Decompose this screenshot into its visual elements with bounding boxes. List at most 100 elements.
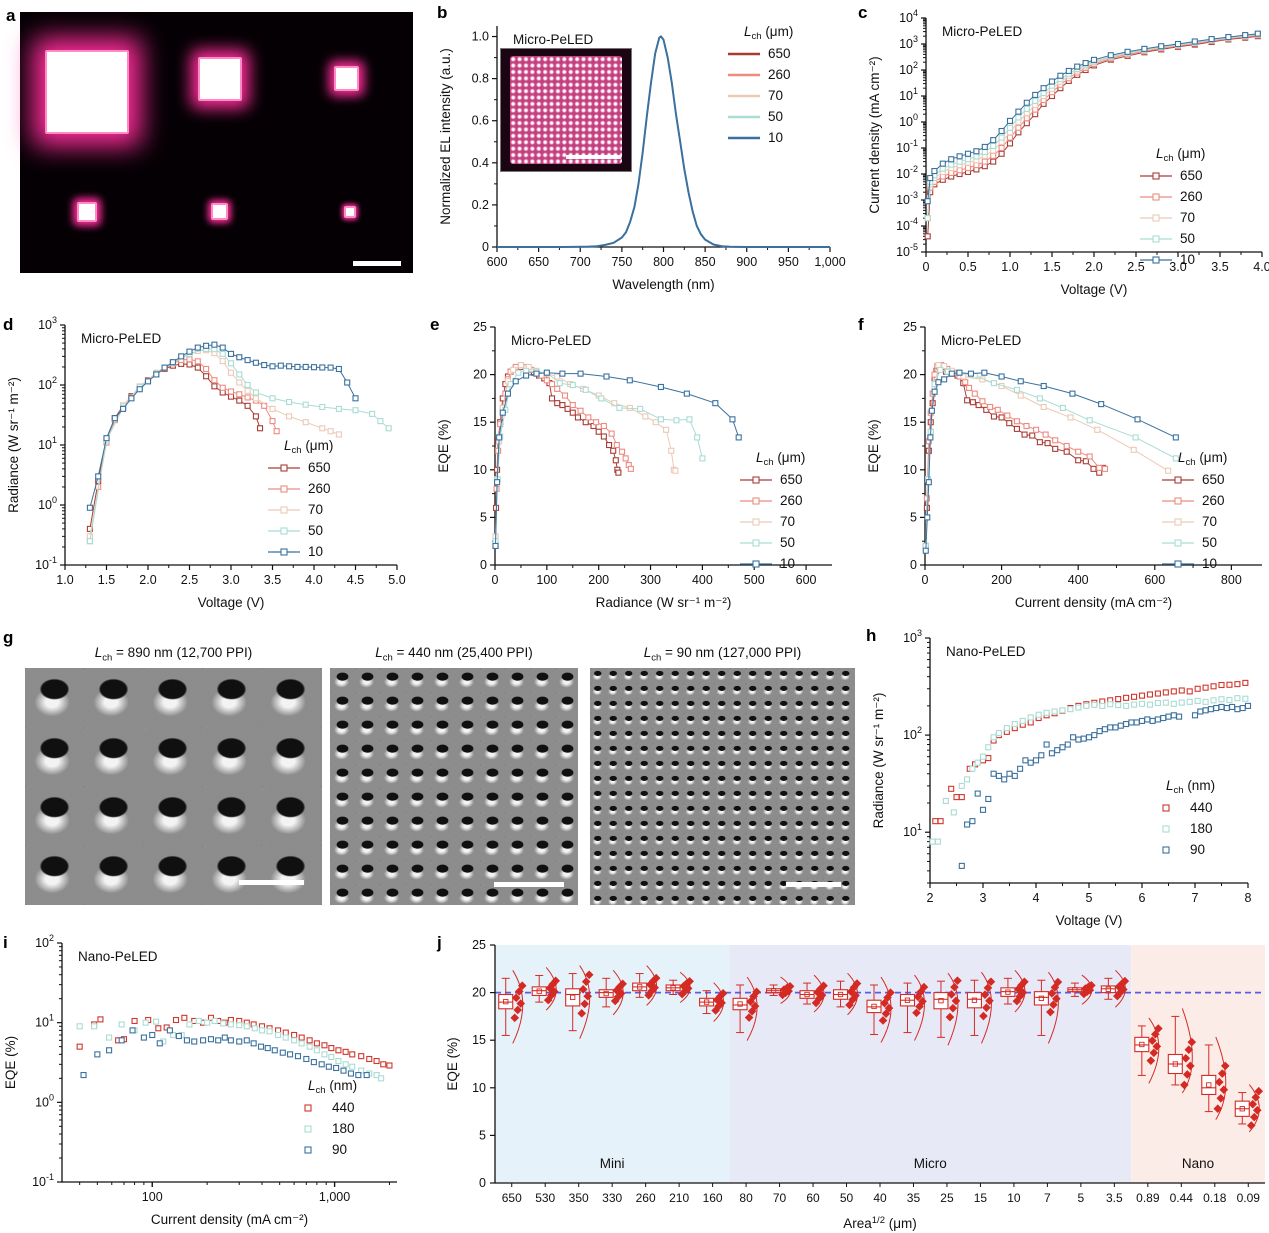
svg-text:1,000: 1,000	[814, 255, 845, 269]
svg-text:10-2: 10-2	[896, 164, 918, 181]
svg-text:440: 440	[1190, 800, 1213, 815]
svg-text:1.0: 1.0	[56, 573, 73, 587]
svg-text:Voltage (V): Voltage (V)	[198, 595, 265, 610]
svg-text:2: 2	[927, 891, 934, 905]
svg-text:0: 0	[492, 573, 499, 587]
svg-text:80: 80	[739, 1191, 753, 1205]
chart-eqe-radiance-micro: 0 100 200 300 400 500 600 0 5 10 15 20 25 Radiance (W…	[436, 320, 832, 610]
svg-text:260: 260	[780, 493, 803, 508]
svg-text:600: 600	[796, 573, 817, 587]
svg-text:0.18: 0.18	[1203, 1191, 1227, 1205]
svg-text:3.0: 3.0	[222, 573, 239, 587]
svg-text:10: 10	[1202, 556, 1217, 571]
svg-text:650: 650	[502, 1191, 522, 1205]
svg-text:4.0: 4.0	[1253, 260, 1269, 274]
svg-text:4.5: 4.5	[347, 573, 364, 587]
svg-text:3.0: 3.0	[1169, 260, 1186, 274]
svg-text:100: 100	[899, 112, 918, 129]
svg-text:15: 15	[974, 1191, 988, 1205]
micro-peled-array-photo	[500, 48, 632, 172]
scale-bar	[786, 882, 841, 887]
svg-text:10-1: 10-1	[35, 555, 57, 572]
chart-eqe-vs-area-boxplot: 0 5 10 15 20 25 EQE (%) 650 530 350 330 260 210 160 80…	[445, 938, 1265, 1231]
svg-text:10: 10	[903, 463, 917, 477]
led-pixel-square	[77, 202, 97, 222]
svg-text:50: 50	[768, 109, 783, 124]
svg-text:0.5: 0.5	[959, 260, 976, 274]
svg-text:5: 5	[479, 1128, 486, 1142]
svg-text:50: 50	[780, 535, 795, 550]
svg-text:3.5: 3.5	[1106, 1191, 1123, 1205]
svg-text:350: 350	[569, 1191, 589, 1205]
svg-text:900: 900	[736, 255, 757, 269]
chart-eqe-current-micro: 0 200 400 600 800 0 5 10 15 20 25 Current density (…	[866, 320, 1262, 610]
svg-text:25: 25	[473, 320, 487, 334]
svg-text:Micro: Micro	[914, 1156, 947, 1171]
svg-text:7: 7	[1192, 891, 1199, 905]
svg-text:5: 5	[480, 510, 487, 524]
svg-text:Nano: Nano	[1182, 1156, 1214, 1171]
panel-letter-b: b	[437, 3, 448, 22]
svg-text:70: 70	[1180, 210, 1195, 225]
svg-text:500: 500	[744, 573, 765, 587]
svg-text:5: 5	[1078, 1191, 1085, 1205]
svg-text:50: 50	[1202, 535, 1217, 550]
svg-text:Normalized EL intensity (a.u.): Normalized EL intensity (a.u.)	[438, 48, 453, 225]
svg-text:15: 15	[473, 415, 487, 429]
chart-radiance-voltage-nano: 2 3 4 5 6 7 8 101 102 103 Voltage (V) Radiance (W s…	[871, 628, 1252, 928]
svg-text:10: 10	[768, 130, 783, 145]
svg-text:10: 10	[1180, 252, 1195, 267]
svg-text:5: 5	[1086, 891, 1093, 905]
svg-text:Micro-PeLED: Micro-PeLED	[513, 32, 594, 47]
svg-text:950: 950	[778, 255, 799, 269]
panel-letter-i: i	[3, 933, 8, 952]
svg-text:70: 70	[773, 1191, 787, 1205]
scale-bar	[353, 261, 401, 266]
svg-text:10-4: 10-4	[896, 216, 918, 233]
svg-text:EQE (%): EQE (%)	[445, 1037, 460, 1090]
svg-text:0: 0	[479, 1176, 486, 1190]
svg-text:7: 7	[1044, 1191, 1051, 1205]
svg-text:2.0: 2.0	[1085, 260, 1102, 274]
panel-letter-e: e	[430, 315, 440, 334]
chart-radiance-voltage-micro: 1.0 1.5 2.0 2.5 3.0 3.5 4.0 4.5 5.010-1100101102…	[6, 315, 406, 610]
sem-image-890nm	[25, 668, 322, 905]
svg-text:100: 100	[38, 495, 57, 512]
svg-text:1.0: 1.0	[1001, 260, 1018, 274]
svg-text:3: 3	[980, 891, 987, 905]
svg-text:2.0: 2.0	[139, 573, 156, 587]
svg-text:10-5: 10-5	[896, 242, 918, 259]
svg-text:0: 0	[480, 558, 487, 572]
svg-text:650: 650	[308, 460, 331, 475]
svg-text:101: 101	[38, 435, 57, 452]
svg-text:Lch (μm): Lch (μm)	[756, 450, 805, 468]
panel-letter-h: h	[866, 626, 877, 645]
svg-text:260: 260	[308, 481, 331, 496]
svg-text:10-3: 10-3	[896, 190, 918, 207]
svg-text:700: 700	[570, 255, 591, 269]
svg-text:103: 103	[38, 315, 57, 332]
svg-text:103: 103	[903, 628, 922, 645]
svg-text:Lch (μm): Lch (μm)	[284, 438, 333, 456]
svg-text:10: 10	[308, 544, 323, 559]
led-pixel-square	[344, 206, 356, 218]
led-pixel-square	[45, 50, 129, 134]
svg-text:3.5: 3.5	[264, 573, 281, 587]
svg-text:100: 100	[142, 1190, 163, 1204]
svg-text:Micro-PeLED: Micro-PeLED	[511, 333, 592, 348]
svg-text:EQE (%): EQE (%)	[436, 419, 451, 472]
svg-text:50: 50	[1180, 231, 1195, 246]
scale-bar	[494, 882, 564, 887]
svg-text:100: 100	[35, 1092, 54, 1109]
svg-text:20: 20	[903, 368, 917, 382]
svg-text:650: 650	[768, 46, 791, 61]
svg-text:400: 400	[692, 573, 713, 587]
svg-text:Radiance (W sr⁻¹ m⁻²): Radiance (W sr⁻¹ m⁻²)	[596, 595, 732, 610]
svg-text:260: 260	[1180, 189, 1203, 204]
svg-text:EQE (%): EQE (%)	[3, 1036, 18, 1089]
svg-text:70: 70	[1202, 514, 1217, 529]
svg-text:101: 101	[903, 822, 922, 839]
led-pixel-square	[334, 66, 359, 91]
svg-text:0.89: 0.89	[1136, 1191, 1160, 1205]
